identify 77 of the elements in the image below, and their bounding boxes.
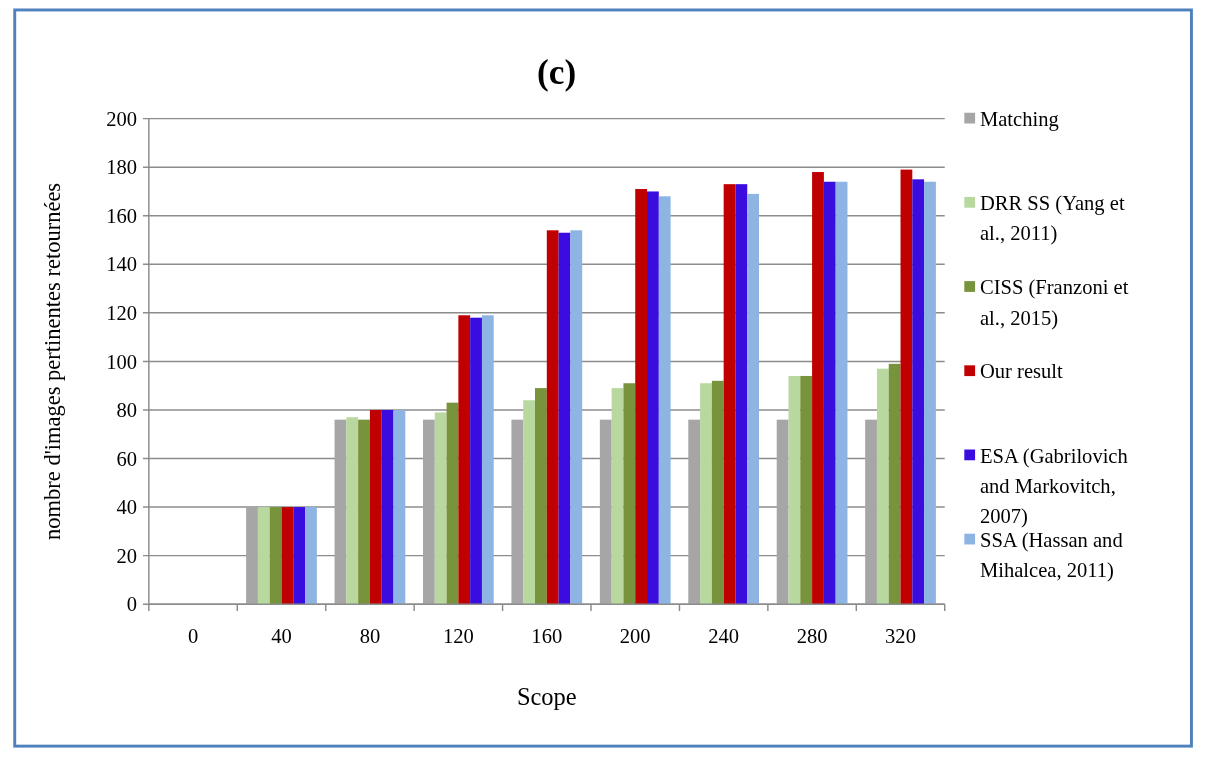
- bar: [381, 409, 394, 605]
- bar: [511, 419, 524, 605]
- chart-title: (c): [537, 53, 577, 93]
- bar: [876, 368, 889, 605]
- x-tick-label: 280: [796, 625, 828, 648]
- y-tick-label: 120: [106, 302, 138, 325]
- legend-label: SSA (Hassan and Mihalcea, 2011): [979, 528, 1124, 583]
- x-tick-label: 80: [359, 625, 381, 648]
- bar: [776, 419, 789, 605]
- bar: [635, 189, 648, 605]
- bar: [334, 419, 347, 605]
- x-tick-label: 160: [531, 625, 563, 648]
- bar: [446, 402, 459, 605]
- bar: [293, 507, 306, 605]
- bar: [257, 507, 270, 605]
- bar: [269, 507, 282, 605]
- x-tick-label: 40: [271, 625, 292, 648]
- bar: [246, 507, 258, 605]
- bar: [711, 380, 724, 605]
- bar: [305, 507, 317, 605]
- bar: [658, 196, 671, 605]
- bar: [346, 417, 359, 605]
- bar: [723, 184, 736, 605]
- bar: [434, 412, 447, 605]
- bar: [788, 375, 801, 605]
- bar: [358, 419, 370, 605]
- bar: [747, 193, 760, 605]
- bar: [458, 315, 471, 605]
- bar: [924, 181, 936, 605]
- bar: [535, 388, 547, 605]
- y-tick-label: 80: [116, 399, 138, 422]
- y-tick-label: 60: [116, 447, 138, 470]
- x-tick-label: 120: [442, 625, 474, 648]
- bar: [611, 388, 624, 605]
- y-tick-label: 160: [106, 204, 138, 227]
- y-tick-label: 100: [106, 350, 138, 373]
- bar: [470, 317, 482, 605]
- y-tick-label: 0: [126, 593, 138, 616]
- legend-label: Matching: [979, 107, 1059, 131]
- bar: [523, 400, 535, 605]
- bar: [900, 169, 913, 605]
- bar: [865, 419, 877, 605]
- legend-label: DRR SS (Yang et al., 2011): [979, 192, 1125, 246]
- bar: [546, 230, 559, 605]
- y-tick-label: 200: [106, 107, 138, 130]
- bar: [688, 419, 701, 605]
- y-tick-label: 40: [116, 496, 138, 519]
- legend-label: Our result: [979, 360, 1064, 383]
- legend-label: ESA (Gabrilovich and Markovitch, 2007): [979, 444, 1128, 529]
- bar: [647, 191, 659, 605]
- bar: [599, 419, 612, 605]
- y-axis-title: nombre d'images pertinentes retournées: [39, 182, 65, 540]
- y-tick-label: 180: [106, 156, 138, 179]
- x-axis-title: Scope: [516, 683, 577, 711]
- x-tick-label: 320: [885, 625, 916, 648]
- y-tick-label: 140: [106, 253, 138, 276]
- x-tick-label: 0: [187, 625, 199, 648]
- bar: [823, 181, 836, 605]
- bar: [558, 232, 571, 605]
- x-tick-label: 240: [708, 625, 740, 648]
- bar: [393, 409, 406, 605]
- bar: [481, 315, 494, 605]
- bar: [422, 419, 435, 605]
- bar: [281, 507, 294, 605]
- x-tick-label: 200: [619, 625, 651, 648]
- bar: [835, 181, 848, 605]
- bar: [369, 409, 382, 605]
- bar: [888, 363, 901, 605]
- bar: [623, 383, 636, 605]
- bar: [700, 383, 712, 605]
- bar: [735, 184, 748, 605]
- bar: [800, 375, 813, 605]
- bar: [570, 230, 583, 605]
- bar: [912, 179, 925, 605]
- legend-label: CISS (Franzoni et al., 2015): [979, 276, 1129, 330]
- y-tick-label: 20: [116, 544, 138, 567]
- bar: [812, 172, 824, 605]
